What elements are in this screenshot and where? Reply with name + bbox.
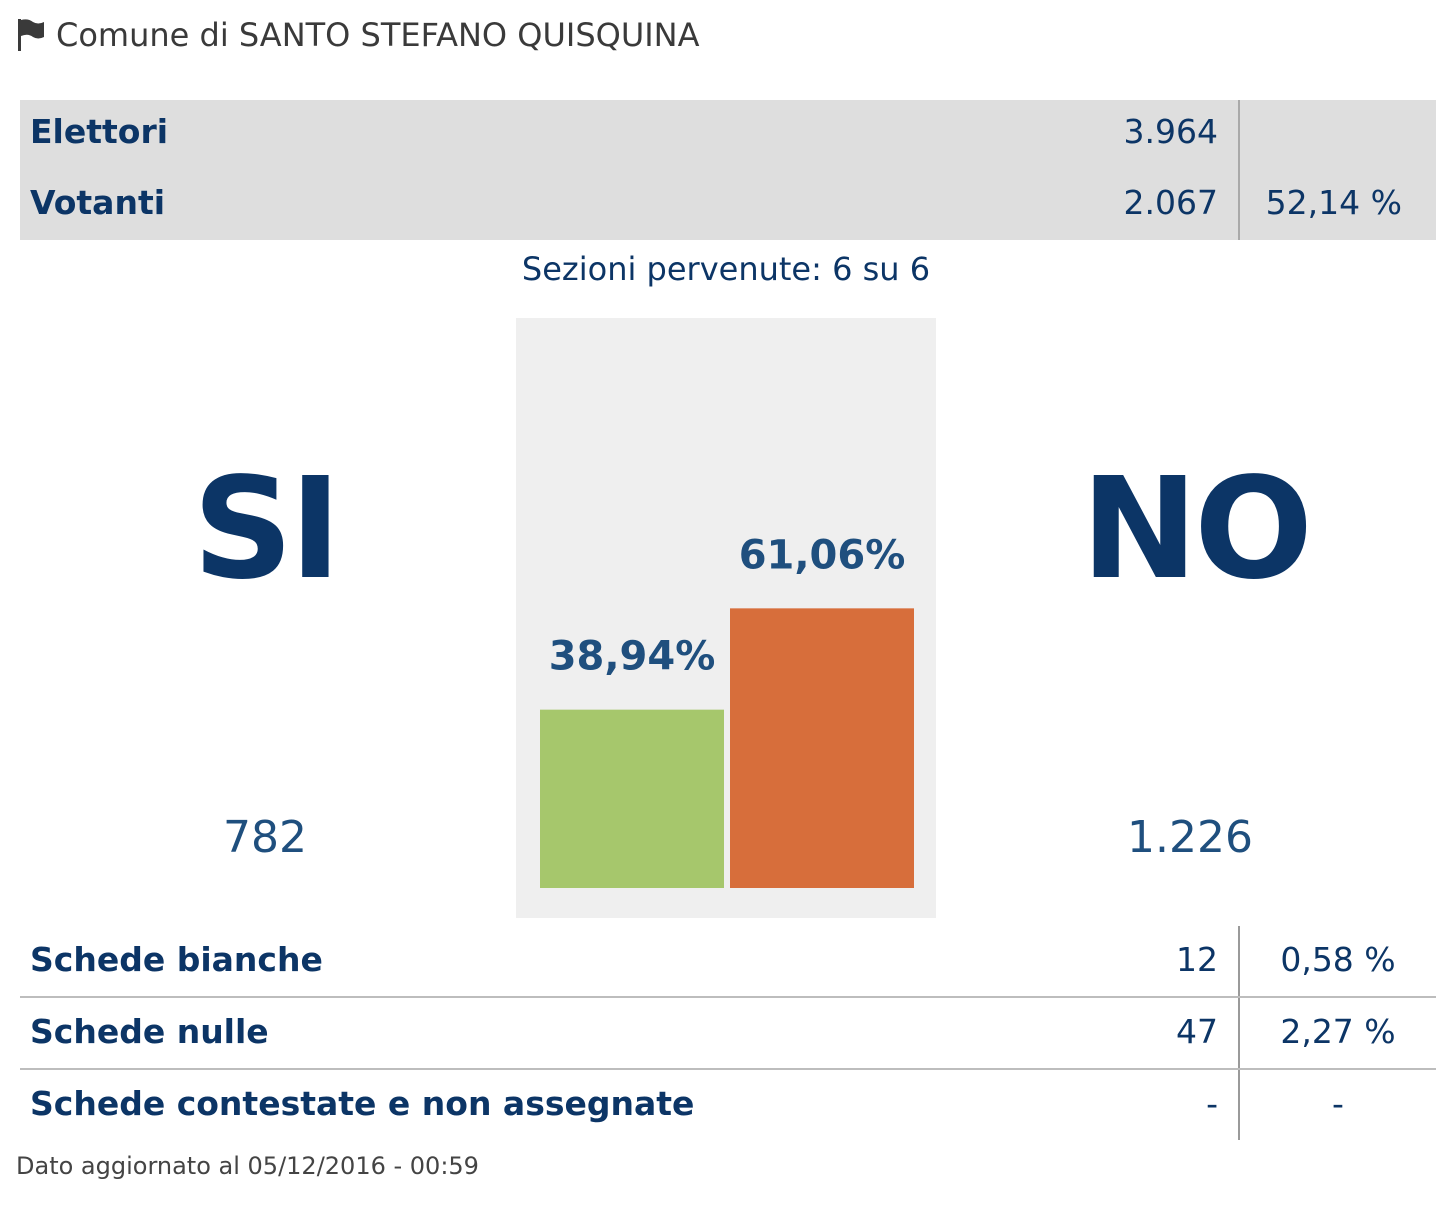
schede-contestate-label: Schede contestate e non assegnate	[30, 1084, 695, 1123]
turnout-box	[20, 100, 1436, 240]
last-updated: Dato aggiornato al 05/12/2016 - 00:59	[16, 1152, 479, 1180]
schede-bianche-percentage: 0,58 %	[1280, 940, 1396, 979]
flag-icon	[18, 19, 44, 51]
schede-nulle-value: 47	[1176, 1012, 1218, 1051]
schede-bianche-label: Schede bianche	[30, 940, 323, 979]
row-divider	[20, 1068, 1436, 1070]
results-chart: 38,94% 61,06%	[540, 532, 914, 888]
schede-nulle-percentage: 2,27 %	[1280, 1012, 1396, 1051]
no-label: NO	[1080, 448, 1313, 611]
si-bar	[540, 709, 724, 888]
schede-contestate-value: -	[1206, 1084, 1218, 1123]
votanti-value: 2.067	[1123, 183, 1218, 222]
turnout-separator	[1238, 100, 1240, 240]
schede-nulle-label: Schede nulle	[30, 1012, 269, 1051]
schede-bianche-value: 12	[1176, 940, 1218, 979]
sezioni-pervenute: Sezioni pervenute: 6 su 6	[521, 250, 931, 288]
si-label: SI	[192, 448, 342, 611]
elettori-label: Elettori	[30, 112, 169, 151]
no-percentage-label: 61,06%	[739, 532, 906, 578]
page-header: Comune di SANTO STEFANO QUISQUINA	[16, 10, 700, 60]
no-bar	[730, 608, 914, 888]
votanti-percentage: 52,14 %	[1265, 183, 1402, 222]
schede-separator	[1238, 926, 1240, 1140]
row-divider	[20, 996, 1436, 998]
no-votes: 1.226	[1127, 812, 1253, 863]
si-votes: 782	[223, 812, 307, 863]
page-title: Comune di SANTO STEFANO QUISQUINA	[56, 16, 700, 54]
schede-contestate-percentage: -	[1332, 1084, 1344, 1123]
elettori-value: 3.964	[1123, 112, 1218, 151]
si-percentage-label: 38,94%	[549, 634, 716, 680]
votanti-label: Votanti	[30, 183, 166, 222]
